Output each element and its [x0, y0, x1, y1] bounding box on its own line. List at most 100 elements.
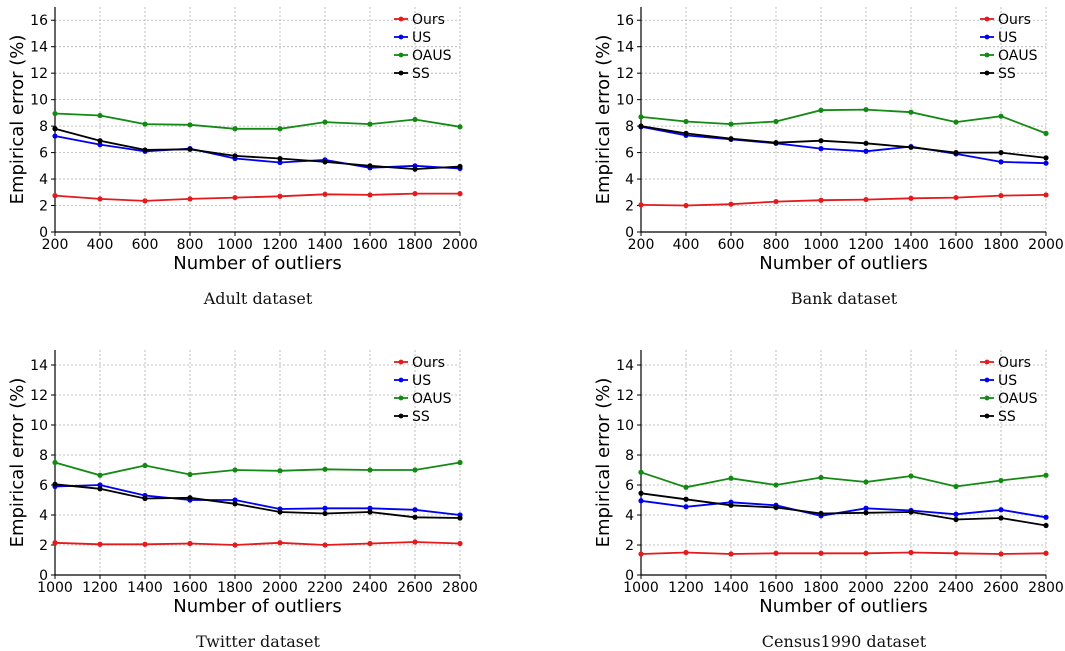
- x-axis-label: Number of outliers: [759, 596, 927, 617]
- data-point-ours: [998, 551, 1004, 557]
- series-line-oaus: [640, 108, 1047, 135]
- data-point-ours: [863, 550, 869, 556]
- x-tick-label: 1200: [82, 580, 118, 596]
- x-tick-label: 2200: [307, 580, 343, 596]
- data-point-ss: [818, 138, 824, 144]
- data-point-ours: [1043, 192, 1049, 198]
- data-point-ours: [277, 540, 283, 546]
- data-point-oaus: [322, 119, 328, 125]
- data-point-oaus: [683, 118, 689, 125]
- legend-marker: [984, 34, 990, 40]
- data-point-oaus: [367, 467, 373, 473]
- x-tick-label: 2000: [442, 237, 478, 253]
- data-point-ours: [367, 192, 373, 198]
- x-tick-label: 1200: [668, 580, 704, 596]
- data-point-oaus: [277, 126, 283, 132]
- data-point-ours: [773, 550, 779, 556]
- data-point-oaus: [908, 109, 914, 115]
- data-point-ours: [367, 540, 373, 547]
- data-point-ss: [638, 123, 644, 129]
- data-point-ours: [142, 541, 148, 547]
- series-line-ss: [54, 127, 461, 171]
- data-point-oaus: [863, 479, 869, 485]
- y-tick-label: 12: [30, 388, 48, 404]
- data-point-us: [863, 148, 869, 154]
- data-point-oaus: [953, 119, 959, 125]
- data-point-oaus: [367, 121, 373, 127]
- legend-marker: [398, 359, 404, 365]
- data-point-ours: [638, 551, 644, 557]
- data-point-ours: [818, 550, 824, 556]
- data-point-ss: [818, 510, 824, 517]
- x-axis-label: Number of outliers: [759, 253, 927, 274]
- y-tick-label: 0: [625, 568, 634, 584]
- data-point-ours: [52, 540, 58, 546]
- y-axis-label: Empirical error (%): [7, 378, 28, 548]
- data-point-oaus: [773, 482, 779, 488]
- data-point-ss: [683, 496, 689, 502]
- y-tick-label: 2: [39, 199, 48, 215]
- legend: Ours US OAUS SS: [980, 12, 1038, 82]
- data-point-oaus: [322, 466, 328, 472]
- x-tick-label: 1400: [893, 237, 929, 253]
- data-point-oaus: [953, 483, 959, 490]
- data-point-ss: [187, 146, 193, 152]
- data-point-us: [638, 498, 644, 504]
- data-point-ss: [277, 155, 283, 162]
- chart-caption: Bank dataset: [791, 289, 898, 308]
- data-point-oaus: [232, 126, 238, 132]
- x-tick-label: 1600: [758, 580, 794, 596]
- data-point-ours: [683, 202, 689, 209]
- x-tick-label: 600: [718, 237, 745, 253]
- series-line-oaus: [54, 461, 461, 477]
- data-point-ours: [908, 195, 914, 201]
- legend-label: SS: [998, 66, 1016, 82]
- data-point-ours: [908, 549, 914, 556]
- data-point-ss: [1043, 155, 1049, 161]
- data-point-us: [998, 507, 1004, 513]
- y-tick-label: 4: [625, 508, 634, 524]
- data-point-ours: [728, 551, 734, 557]
- data-point-us: [1043, 514, 1049, 520]
- x-tick-label: 2600: [983, 580, 1019, 596]
- data-point-ss: [773, 140, 779, 146]
- legend-marker: [984, 413, 990, 419]
- legend-marker: [398, 413, 404, 419]
- y-tick-label: 10: [616, 93, 634, 109]
- x-tick-label: 1600: [938, 237, 974, 253]
- data-point-oaus: [187, 471, 193, 478]
- legend-label: Ours: [998, 355, 1031, 371]
- legend: Ours US OAUS SS: [394, 12, 452, 82]
- data-point-oaus: [638, 114, 644, 120]
- series-line-oaus: [54, 112, 461, 130]
- data-point-oaus: [187, 122, 193, 128]
- data-point-oaus: [232, 467, 238, 473]
- data-point-us: [232, 497, 238, 503]
- x-tick-label: 1000: [37, 580, 73, 596]
- data-point-us: [97, 482, 103, 488]
- data-point-ours: [187, 540, 193, 547]
- x-tick-label: 2400: [352, 580, 388, 596]
- data-point-ss: [97, 138, 103, 144]
- data-point-ours: [97, 196, 103, 202]
- data-point-oaus: [52, 459, 58, 466]
- x-tick-label: 800: [763, 237, 790, 253]
- data-point-us: [277, 159, 283, 166]
- x-tick-label: 2400: [938, 580, 974, 596]
- data-point-ours: [322, 191, 328, 197]
- data-point-ss: [367, 163, 373, 169]
- data-point-us: [367, 505, 373, 511]
- data-point-ours: [953, 550, 959, 556]
- data-point-ours: [232, 194, 238, 201]
- legend-label: SS: [412, 409, 430, 425]
- y-tick-label: 4: [39, 508, 48, 524]
- legend-label: US: [412, 373, 431, 389]
- chart-panel-4: 1000 1200 1400 1600 1800 2000 2200 2400 2600 2800…: [593, 350, 1064, 651]
- y-tick-label: 12: [616, 66, 634, 82]
- y-tick-label: 8: [39, 119, 48, 135]
- data-point-ss: [863, 510, 869, 516]
- legend-label: Ours: [412, 355, 445, 371]
- x-tick-label: 400: [673, 237, 700, 253]
- x-tick-label: 2800: [442, 580, 478, 596]
- x-tick-label: 1800: [217, 580, 253, 596]
